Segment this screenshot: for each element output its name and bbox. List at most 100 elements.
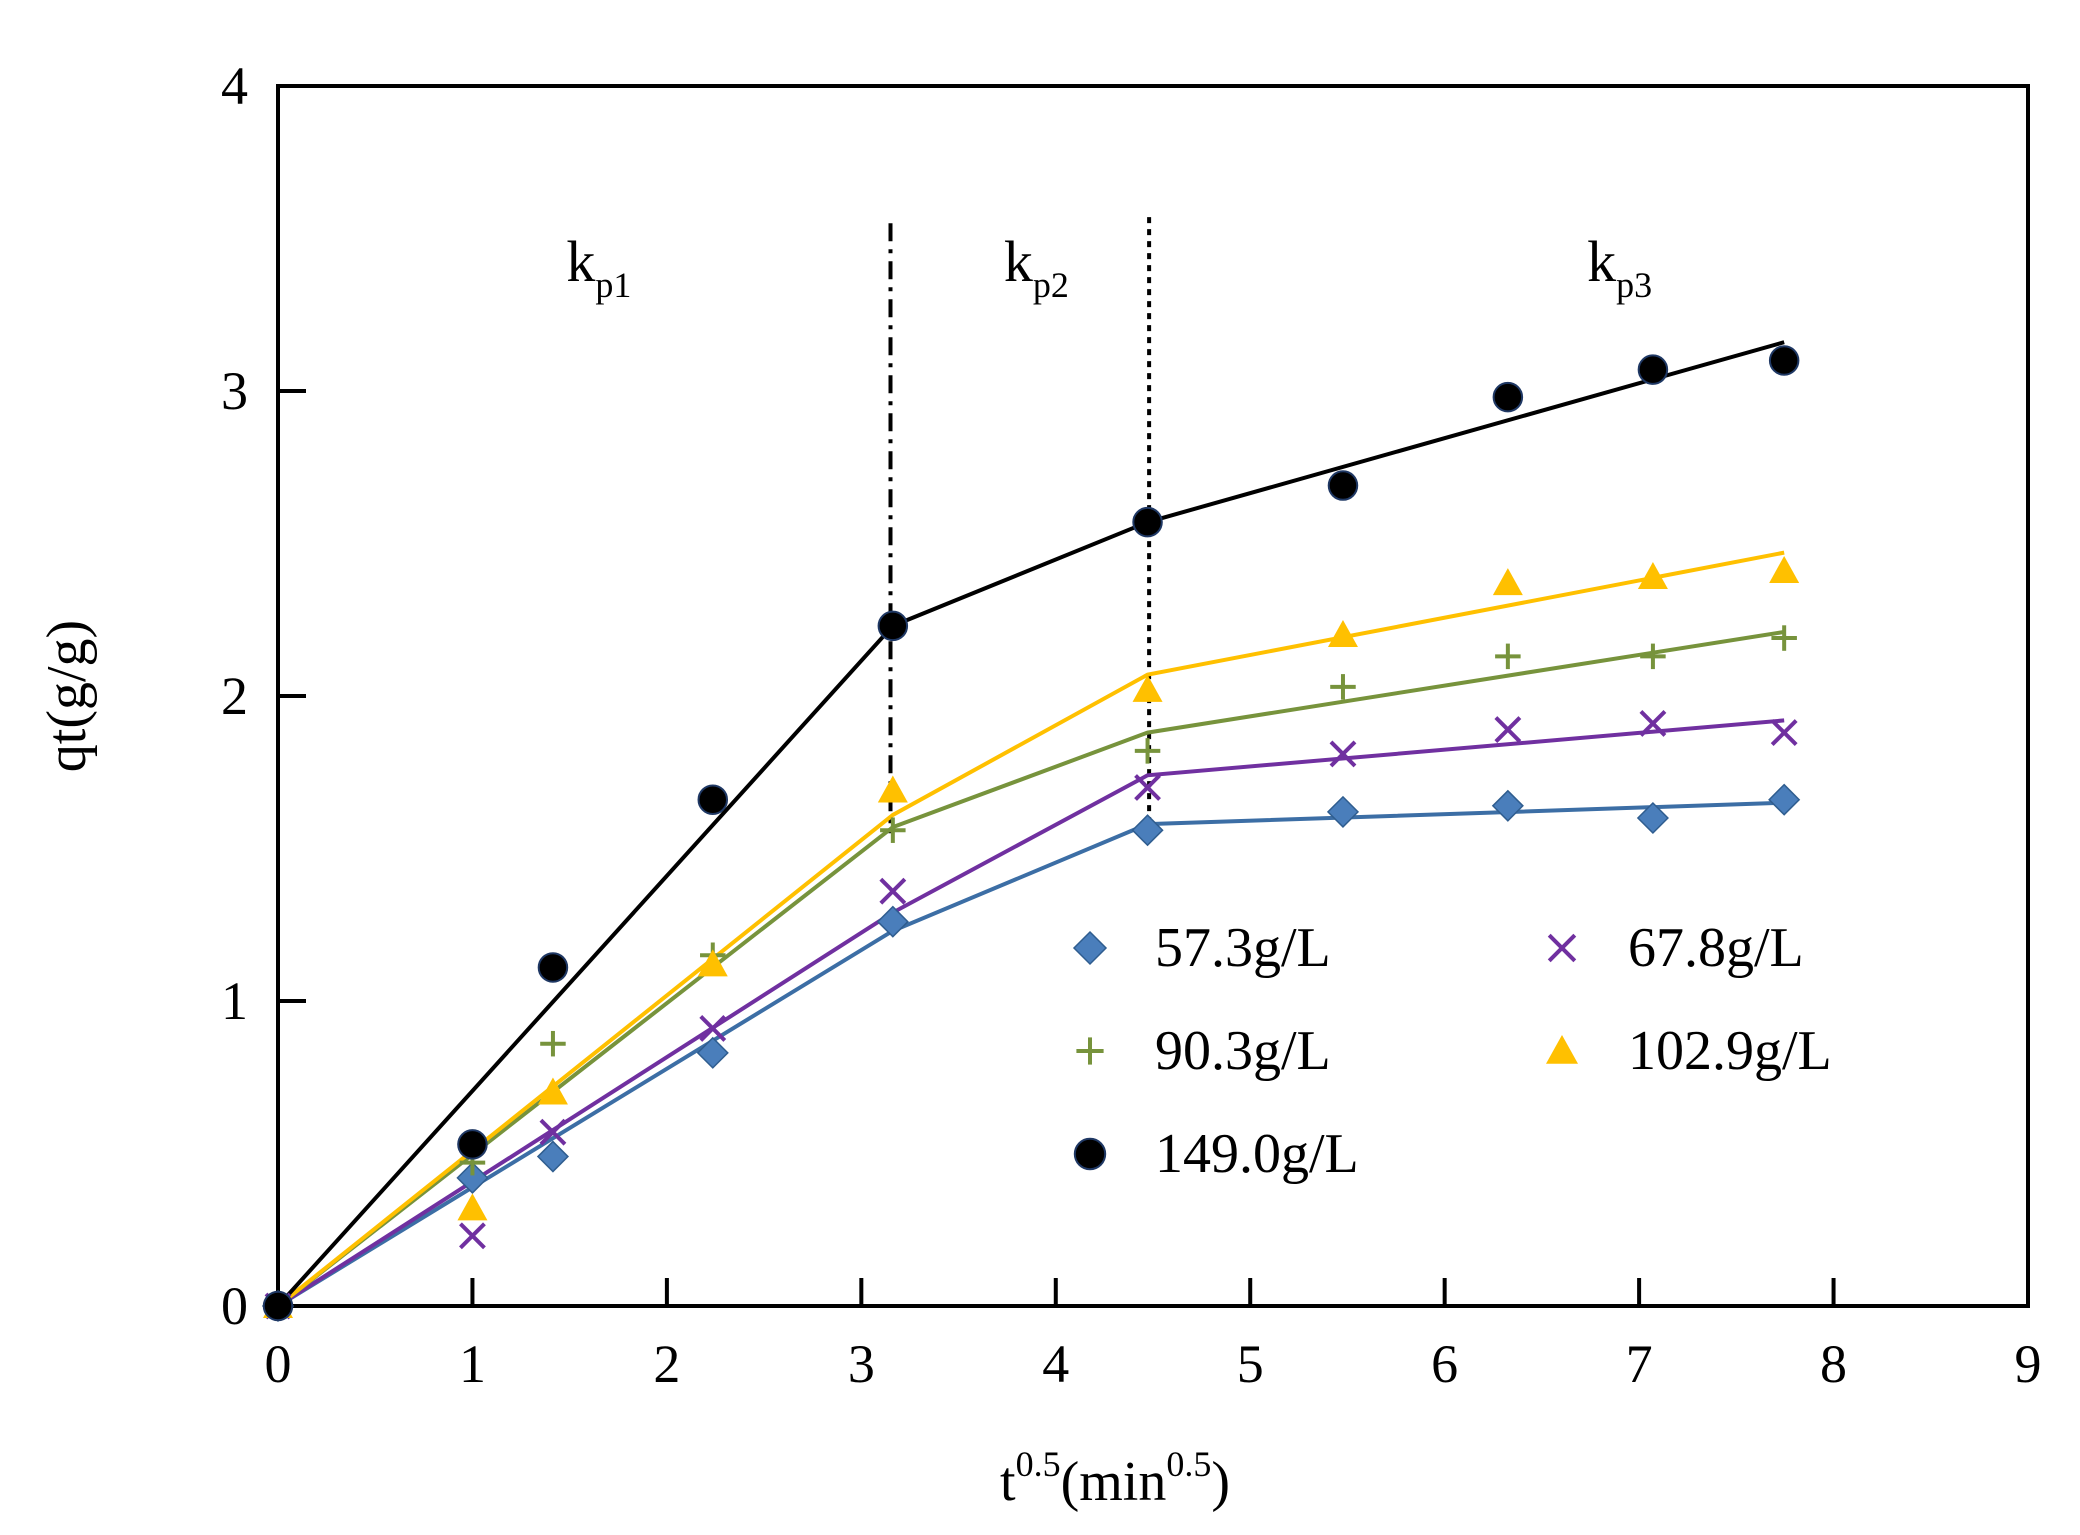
x-axis-title-sup: 0.5: [1016, 1444, 1061, 1484]
x-tick-label: 8: [1820, 1334, 1847, 1394]
x-tick-label: 6: [1431, 1334, 1458, 1394]
data-point: [1492, 381, 1524, 413]
legend-item: 149.0g/L: [1073, 1123, 1359, 1185]
y-tick-label: 0: [221, 1276, 248, 1336]
circle-marker: [697, 784, 729, 815]
data-point: [1637, 354, 1669, 385]
data-point: [540, 1030, 566, 1057]
region-label-sub: p1: [595, 265, 631, 305]
data-point: [1327, 620, 1358, 647]
data-point: [1131, 814, 1164, 847]
fit-line: [276, 800, 1785, 1308]
data-point: [876, 905, 909, 938]
data-point: [1132, 506, 1163, 538]
legend-label: 90.3g/L: [1155, 1020, 1331, 1082]
y-axis-title: qt(g/g): [36, 620, 98, 772]
data-point: [1771, 625, 1797, 651]
diamond-marker: [696, 1036, 729, 1069]
triangle-marker: [877, 775, 908, 803]
triangle-marker: [1769, 555, 1800, 583]
data-point: [1639, 710, 1667, 737]
legend-marker: [1073, 1137, 1107, 1171]
circle-marker: [1132, 506, 1163, 538]
x-marker-stroke: [1547, 933, 1577, 963]
region-labels: kp1 kp2 kp3: [566, 229, 1652, 305]
diamond-marker: [1326, 795, 1360, 828]
data-point: [1134, 738, 1161, 764]
circle-marker: [877, 610, 909, 642]
circle-marker: [1637, 354, 1669, 385]
data-point: [699, 1015, 727, 1042]
x-marker-stroke: [1770, 719, 1798, 747]
diamond-marker: [1768, 783, 1801, 816]
x-marker-stroke: [1134, 774, 1161, 801]
series-90.3g/L: [265, 625, 1797, 1319]
axis-tick-labels: 0 1 2 3 4 5 6 7 8 9 0 1 2 3 4: [221, 56, 2042, 1394]
region-label-base: k: [1004, 229, 1033, 294]
legend-marker: [1547, 933, 1577, 963]
circle-marker: [262, 1290, 294, 1322]
data-point: [1491, 789, 1524, 822]
circle-marker: [537, 952, 569, 983]
region-label: kp1: [566, 229, 631, 305]
diamond-marker: [1636, 801, 1669, 835]
x-marker-stroke: [459, 1222, 486, 1250]
data-point: [1495, 643, 1521, 670]
x-tick-label: 5: [1237, 1334, 1264, 1394]
legend-item: 67.8g/L: [1547, 917, 1804, 979]
data-point: [457, 1129, 488, 1160]
fit-lines: [276, 340, 1785, 1308]
data-point: [696, 1036, 729, 1069]
data-point: [1768, 345, 1800, 376]
triangle-marker: [1492, 568, 1523, 596]
data-point: [1492, 568, 1523, 596]
region-label: kp3: [1587, 229, 1652, 305]
x-tick-label: 7: [1626, 1334, 1653, 1394]
region-dividers: [888, 217, 1152, 834]
x-marker-stroke: [1494, 716, 1522, 743]
x-marker-stroke: [1329, 740, 1357, 768]
data-point: [879, 877, 907, 905]
triangle-marker: [697, 949, 728, 977]
fit-line: [276, 718, 1785, 1308]
x-axis-title-unit: (min: [1061, 1451, 1167, 1513]
circle-marker: [1073, 1137, 1107, 1171]
triangle-marker: [1132, 674, 1163, 702]
legend-item: 57.3g/L: [1072, 917, 1331, 979]
data-point: [1134, 774, 1161, 801]
diamond-marker: [1072, 930, 1108, 966]
data-point: [537, 1077, 568, 1105]
data-point: [537, 952, 569, 983]
region-label-base: k: [1587, 229, 1616, 294]
legend-label: 149.0g/L: [1155, 1123, 1359, 1185]
data-point: [697, 784, 729, 815]
x-marker-stroke: [879, 877, 907, 905]
circle-marker: [457, 1129, 488, 1160]
x-tick-label: 2: [653, 1334, 680, 1394]
data-point: [456, 1161, 489, 1194]
x-axis-title-base: t: [1000, 1451, 1016, 1513]
y-tick-label: 1: [221, 971, 248, 1031]
region-label-base: k: [566, 229, 595, 294]
x-tick-label: 4: [1042, 1334, 1069, 1394]
y-tick-label: 2: [221, 666, 248, 726]
data-point: [1326, 795, 1360, 828]
region-label-sub: p3: [1616, 265, 1652, 305]
diamond-marker: [536, 1140, 570, 1173]
data-point: [1770, 719, 1798, 747]
legend-label: 57.3g/L: [1155, 917, 1331, 979]
y-tick-label: 4: [221, 56, 248, 116]
circle-marker: [1768, 345, 1800, 376]
x-marker-stroke: [699, 1015, 727, 1042]
data-point: [1327, 470, 1359, 501]
x-axis-title: t0.5(min0.5): [1000, 1444, 1230, 1513]
series-149.0g/L: [262, 345, 1800, 1322]
legend-marker: [1076, 1037, 1104, 1065]
data-point: [459, 1222, 486, 1250]
triangle-marker: [537, 1077, 568, 1105]
data-point: [1132, 674, 1163, 702]
diamond-marker: [876, 905, 909, 938]
legend-item: 102.9g/L: [1546, 1020, 1832, 1082]
legend-marker: [1546, 1035, 1578, 1064]
data-point: [1636, 801, 1669, 835]
